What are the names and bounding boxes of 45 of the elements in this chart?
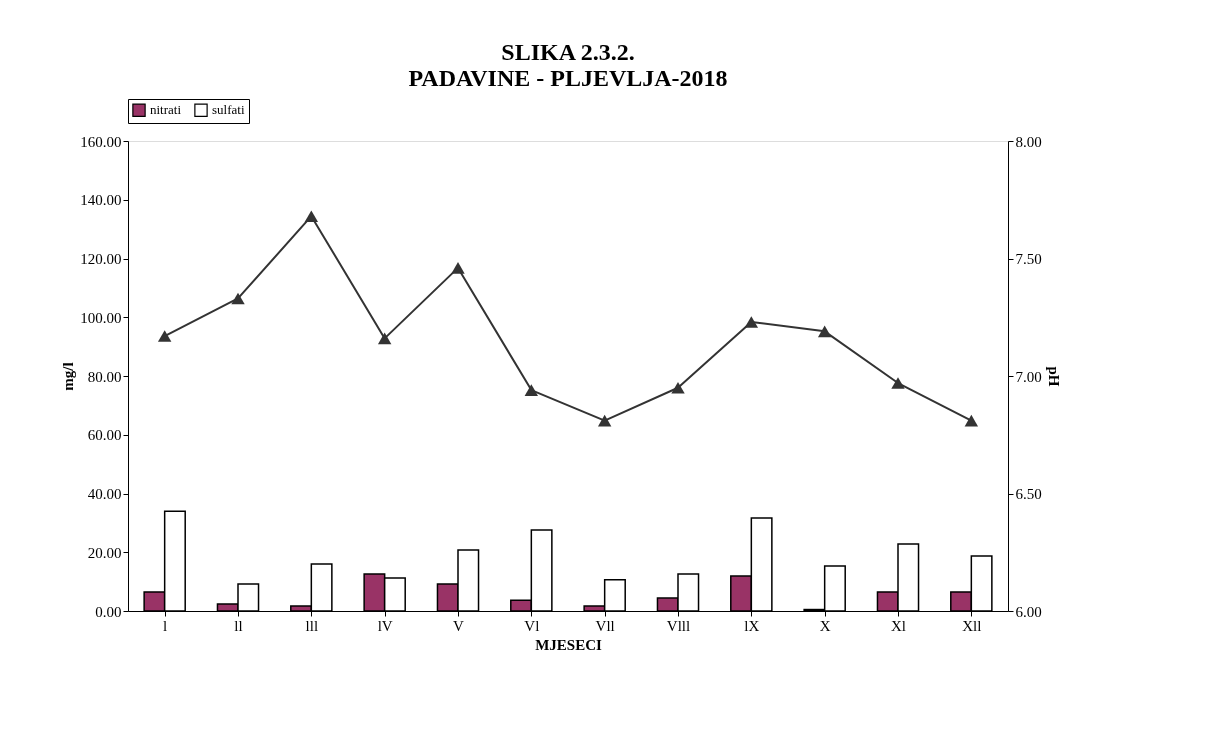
x-tick-label: Xl	[891, 617, 906, 634]
y-tick-label: 80.00	[87, 368, 122, 385]
y-tick-label: 120.00	[80, 251, 122, 267]
y-tick-label: 160.00	[80, 133, 122, 150]
y-tick-label: 140.00	[80, 192, 122, 209]
text: SLIKA 2.3.2.	[501, 38, 635, 65]
x-tick-label: Vl	[524, 617, 540, 634]
point	[817, 325, 832, 338]
y-tick-label: 0.00	[95, 603, 122, 620]
y2-tick-label: 8.00	[1015, 133, 1042, 150]
x-tick-label: Vll	[595, 617, 615, 634]
y2-axis-title: pH	[1045, 366, 1062, 387]
point	[964, 414, 979, 427]
x-tick-label: l	[163, 617, 168, 634]
x-tick-label: X	[819, 617, 831, 634]
text: PADAVINE - PLJEVLJA-2018	[408, 64, 728, 91]
y2-tick-label: 7.50	[1015, 251, 1042, 267]
legend-label: nitrati	[150, 102, 182, 118]
point	[377, 332, 392, 345]
y-axis-title: mg/l	[60, 362, 77, 391]
y2-tick-label: 6.50	[1015, 486, 1042, 502]
point	[671, 381, 685, 394]
x-tick-label: Xll	[962, 617, 982, 634]
point	[524, 384, 539, 396]
x-tick-label: lX	[744, 617, 760, 634]
x-tick-label: Vlll	[666, 617, 691, 634]
y-tick-label: 20.00	[87, 544, 122, 561]
point	[597, 414, 612, 427]
y2-tick-label: 7.00	[1015, 368, 1042, 385]
point	[231, 292, 245, 305]
y2-tick-label: 6.00	[1015, 603, 1042, 620]
point	[891, 377, 905, 389]
point	[451, 262, 465, 274]
x-tick-label: lll	[305, 617, 319, 634]
x-tick-label: ll	[234, 617, 243, 634]
y-tick-label: 40.00	[87, 486, 122, 502]
y-tick-label: 100.00	[80, 309, 122, 326]
x-tick-label: lV	[377, 617, 393, 634]
point	[744, 316, 759, 328]
x-tick-label: V	[453, 617, 465, 634]
legend-label: sulfati	[212, 102, 245, 118]
y-tick-label: 60.00	[87, 427, 122, 444]
point	[157, 330, 172, 342]
point	[304, 210, 319, 223]
x-axis-title: MJESECI	[535, 636, 602, 653]
